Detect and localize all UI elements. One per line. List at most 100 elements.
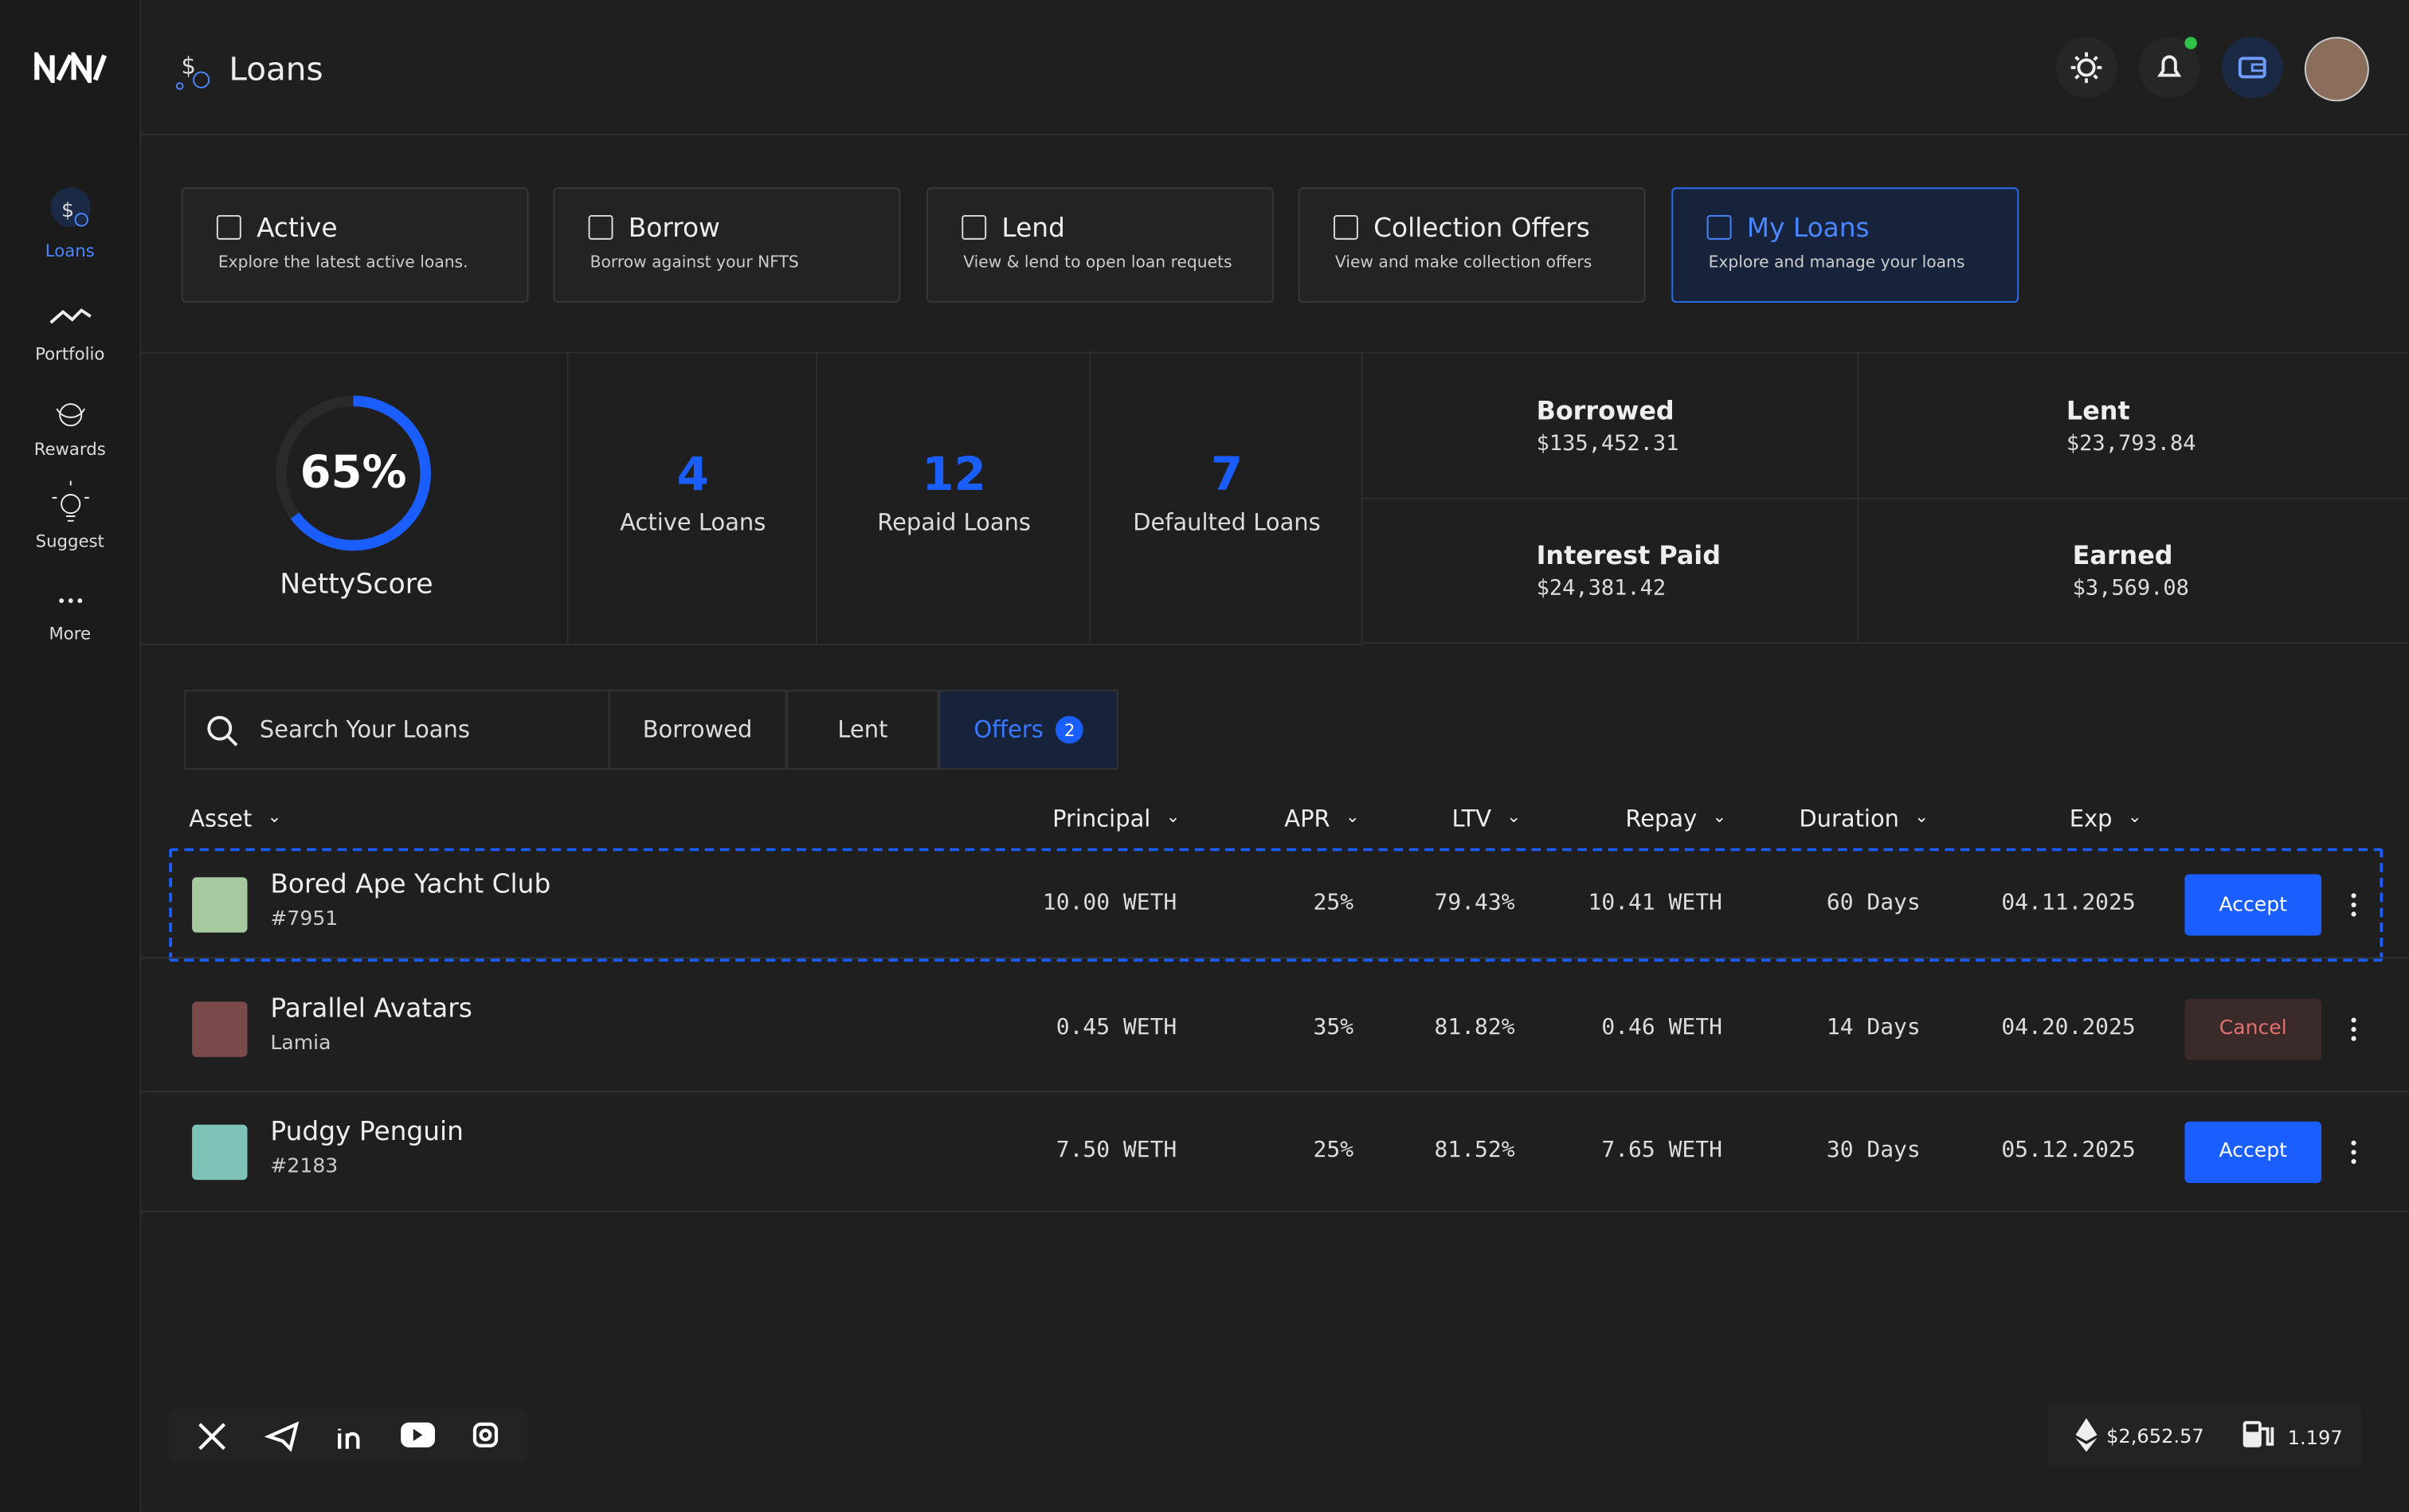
- nav-item[interactable]: More: [49, 623, 92, 644]
- cell-exp: 04.20.2025: [2001, 1014, 2136, 1040]
- tab-title: Lend: [1001, 213, 1065, 245]
- tab-subtitle: Explore the latest active loans.: [217, 253, 468, 272]
- nav-tab[interactable]: Active Explore the latest active loans.: [181, 187, 529, 303]
- summary-label: Borrowed: [1536, 396, 1675, 426]
- summary-cell: [1362, 497, 1859, 644]
- stat-value: 7: [1210, 449, 1244, 503]
- column-header[interactable]: Exp: [2070, 805, 2142, 833]
- summary-value: $3,569.08: [2072, 576, 2189, 601]
- highlight-box: [169, 848, 2384, 962]
- cell-apr: 35%: [1313, 1014, 1354, 1040]
- tab-subtitle: Explore and manage your loans: [1708, 253, 1965, 272]
- table-row: [141, 1092, 2409, 1212]
- summary-value: $23,793.84: [2066, 431, 2196, 456]
- asset-name: Bored Ape Yacht Club: [270, 869, 551, 901]
- stat-cell: [141, 353, 569, 645]
- cell-duration: 14 Days: [1826, 1014, 1921, 1040]
- cell-repay: 0.46 WETH: [1601, 1014, 1722, 1040]
- more-button[interactable]: [2344, 890, 2363, 921]
- nav-tab[interactable]: My Loans Explore and manage your loans: [1671, 187, 2019, 303]
- stat-label: Defaulted Loans: [1133, 508, 1321, 537]
- cancel-button[interactable]: Cancel: [2184, 997, 2322, 1060]
- filter-tab[interactable]: Borrowed: [608, 689, 787, 770]
- eth-price: $2,652.57: [2106, 1424, 2204, 1447]
- asset-thumb: [192, 1001, 248, 1056]
- score-ring: [276, 395, 431, 551]
- score-value: 65%: [300, 445, 407, 498]
- asset-name: Pudgy Penguin: [270, 1116, 464, 1147]
- search-input[interactable]: Search Your Loans: [184, 689, 610, 770]
- logo[interactable]: [33, 52, 108, 84]
- cell-apr: 25%: [1313, 1138, 1354, 1162]
- avatar[interactable]: [2304, 37, 2369, 102]
- asset-thumb: [192, 877, 248, 933]
- more-button[interactable]: [2344, 1136, 2363, 1167]
- summary-label: Lent: [2066, 396, 2130, 426]
- stat-value: 4: [676, 449, 709, 503]
- asset-id: #7951: [270, 907, 339, 931]
- cell-apr: 25%: [1313, 891, 1354, 916]
- nav-item[interactable]: Loans: [45, 241, 95, 261]
- nav-tab[interactable]: Lend View & lend to open loan requets: [926, 187, 1274, 303]
- stat-cell: [568, 353, 817, 645]
- stat-value: 12: [922, 449, 986, 503]
- nav-item[interactable]: Suggest: [35, 531, 104, 552]
- cell-repay: 7.65 WETH: [1601, 1138, 1722, 1162]
- filter-label: Borrowed: [642, 715, 753, 744]
- cell-repay: 10.41 WETH: [1588, 891, 1722, 916]
- cell-principal: 7.50 WETH: [1056, 1138, 1177, 1162]
- nav-item[interactable]: Portfolio: [35, 343, 105, 365]
- tab-subtitle: Borrow against your NFTS: [590, 253, 799, 272]
- column-header[interactable]: Asset: [189, 805, 281, 833]
- header: $ Loans: [141, 0, 2409, 135]
- notification-button[interactable]: [2138, 37, 2200, 99]
- summary-label: Earned: [2072, 540, 2173, 570]
- summary-cell: [1859, 497, 2409, 644]
- asset-id: Lamia: [270, 1032, 331, 1055]
- column-header[interactable]: Repay: [1625, 805, 1726, 833]
- stat-cell: [1091, 353, 1363, 645]
- cell-ltv: 81.52%: [1434, 1138, 1515, 1162]
- filter-tab[interactable]: Lent: [786, 689, 939, 770]
- social-bar: [169, 1408, 527, 1462]
- stat-cell: [817, 353, 1091, 645]
- summary-value: $135,452.31: [1536, 431, 1679, 456]
- column-header[interactable]: Duration: [1799, 805, 1929, 833]
- filter-tab[interactable]: Offers 2: [938, 689, 1118, 770]
- column-header[interactable]: LTV: [1451, 805, 1521, 833]
- tab-title: My Loans: [1746, 213, 1870, 245]
- tab-icon: [216, 214, 241, 240]
- table-row: [141, 966, 2409, 1093]
- nav-icons: $: [49, 187, 92, 603]
- summary-label: Interest Paid: [1536, 540, 1721, 570]
- price-bar: $2,652.57 1.197: [2047, 1402, 2362, 1467]
- theme-button[interactable]: [2055, 37, 2117, 99]
- accept-button[interactable]: Accept: [2184, 1120, 2322, 1183]
- cell-duration: 30 Days: [1826, 1138, 1921, 1162]
- cell-exp: 05.12.2025: [2001, 1138, 2136, 1162]
- cell-ltv: 81.82%: [1434, 1014, 1515, 1040]
- tab-title: Collection Offers: [1373, 213, 1590, 245]
- svg-text:$: $: [182, 53, 196, 80]
- stats-panel: 65% NettyScore: [141, 351, 2409, 645]
- summary-cell: [1859, 353, 2409, 499]
- asset-thumb: [192, 1123, 248, 1180]
- summary-cell: [1362, 353, 1859, 499]
- nav-tab[interactable]: Collection Offers View and make collectio…: [1298, 187, 1646, 303]
- column-header[interactable]: Principal: [1052, 805, 1180, 833]
- wallet-button[interactable]: [2221, 37, 2283, 99]
- nav-item[interactable]: Rewards: [33, 439, 106, 460]
- cell-principal: 10.00 WETH: [1042, 891, 1177, 916]
- table-divider: [141, 957, 2409, 959]
- more-button[interactable]: [2344, 1013, 2363, 1044]
- nav-tab[interactable]: Borrow Borrow against your NFTS: [553, 187, 901, 303]
- stat-label: Repaid Loans: [877, 508, 1032, 537]
- tab-title: Active: [257, 213, 338, 245]
- svg-text:$: $: [61, 198, 74, 221]
- summary-value: $24,381.42: [1536, 576, 1667, 601]
- tab-icon: [1333, 214, 1358, 240]
- sidebar: Loans Portfolio Rewards Suggest More $: [0, 0, 142, 1512]
- offers-badge: 2: [1056, 715, 1083, 744]
- accept-button[interactable]: Accept: [2184, 874, 2322, 936]
- column-header[interactable]: APR: [1284, 805, 1359, 833]
